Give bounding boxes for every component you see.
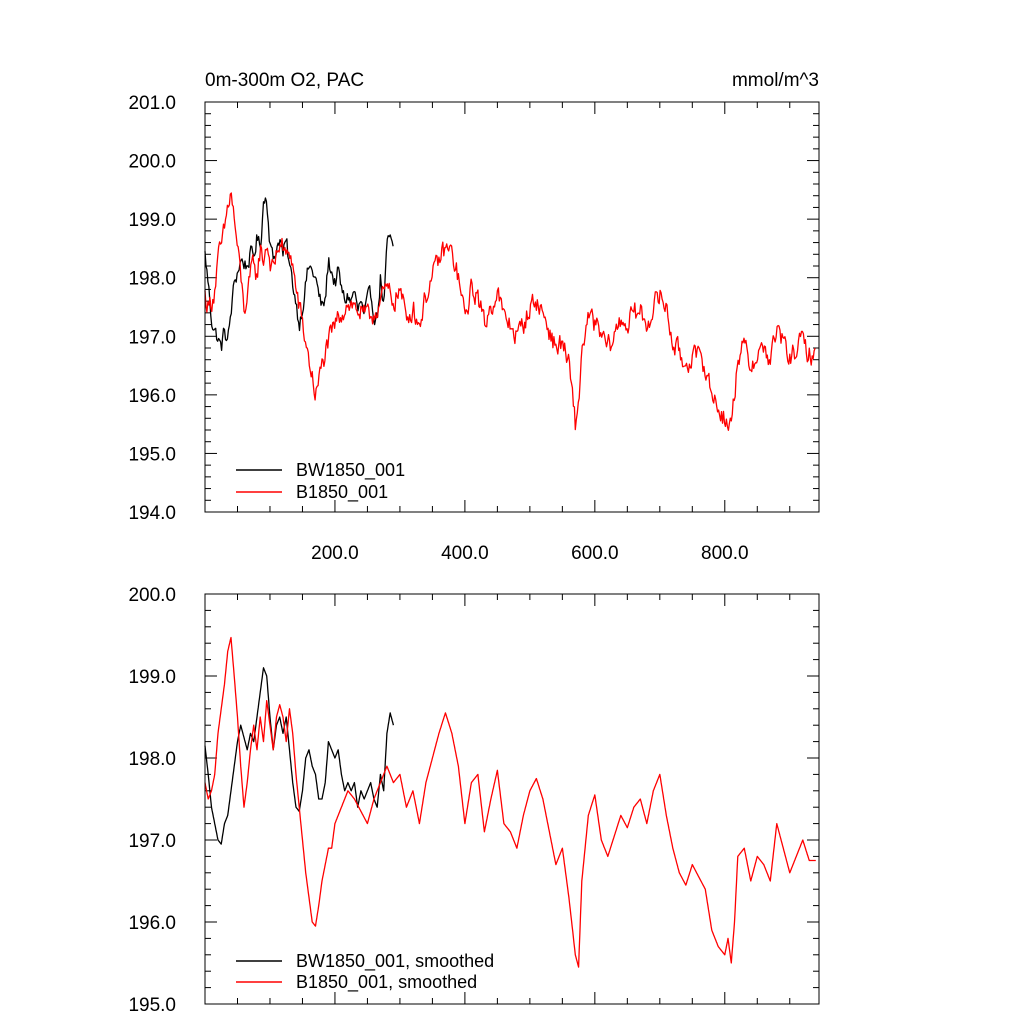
y-tick-label: 199.0 — [128, 667, 176, 688]
x-tick-label: 400.0 — [441, 543, 489, 564]
series-line-bw1850 — [204, 197, 394, 352]
bottom-series-lines — [204, 636, 816, 968]
top-legend: BW1850_001 B1850_001 — [236, 460, 405, 503]
bottom-legend-label-b: B1850_001, smoothed — [296, 972, 477, 993]
bottom-legend: BW1850_001, smoothed B1850_001, smoothed — [236, 951, 494, 993]
y-tick-label: 194.0 — [128, 503, 176, 524]
bottom-y-axis: 195.0 196.0 197.0 198.0 199.0 200.0 — [128, 585, 819, 1016]
y-tick-label: 198.0 — [128, 749, 176, 770]
top-y-axis: 194.0 195.0 196.0 197.0 198.0 199.0 200.0 201.0 — [128, 93, 819, 524]
y-tick-label: 201.0 — [128, 93, 176, 114]
x-tick-label: 600.0 — [571, 543, 619, 564]
bottom-plot-frame — [204, 593, 820, 1005]
top-title-right: mmol/m^3 — [732, 70, 819, 91]
top-title-left: 0m-300m O2, PAC — [205, 70, 364, 91]
series-line-b1850 — [204, 192, 816, 431]
top-x-axis: 200.0 400.0 600.0 800.0 — [236, 102, 791, 564]
top-legend-label-b: B1850_001 — [296, 482, 388, 503]
bottom-legend-label-bw: BW1850_001, smoothed — [296, 951, 494, 972]
series-line-bw1850 — [204, 667, 395, 845]
top-panel: 0m-300m O2, PAC mmol/m^3 194.0 195.0 196.0… — [128, 70, 820, 564]
y-tick-label: 195.0 — [128, 995, 176, 1016]
y-tick-label: 200.0 — [128, 152, 176, 173]
top-legend-label-bw: BW1850_001 — [296, 460, 405, 481]
bottom-panel: 195.0 196.0 197.0 198.0 199.0 200.0 BW1850_00… — [128, 585, 820, 1016]
y-tick-label: 196.0 — [128, 913, 176, 934]
y-tick-label: 197.0 — [128, 831, 176, 852]
top-series-lines — [204, 192, 816, 431]
y-tick-label: 197.0 — [128, 327, 176, 348]
y-tick-label: 195.0 — [128, 444, 176, 465]
bottom-x-axis — [236, 594, 791, 1004]
series-line-b1850 — [204, 636, 816, 968]
y-tick-label: 198.0 — [128, 269, 176, 290]
y-tick-label: 196.0 — [128, 386, 176, 407]
x-tick-label: 200.0 — [311, 543, 359, 564]
y-tick-label: 200.0 — [128, 585, 176, 606]
x-tick-label: 800.0 — [701, 543, 749, 564]
top-plot-frame — [204, 101, 820, 513]
y-tick-label: 199.0 — [128, 210, 176, 231]
